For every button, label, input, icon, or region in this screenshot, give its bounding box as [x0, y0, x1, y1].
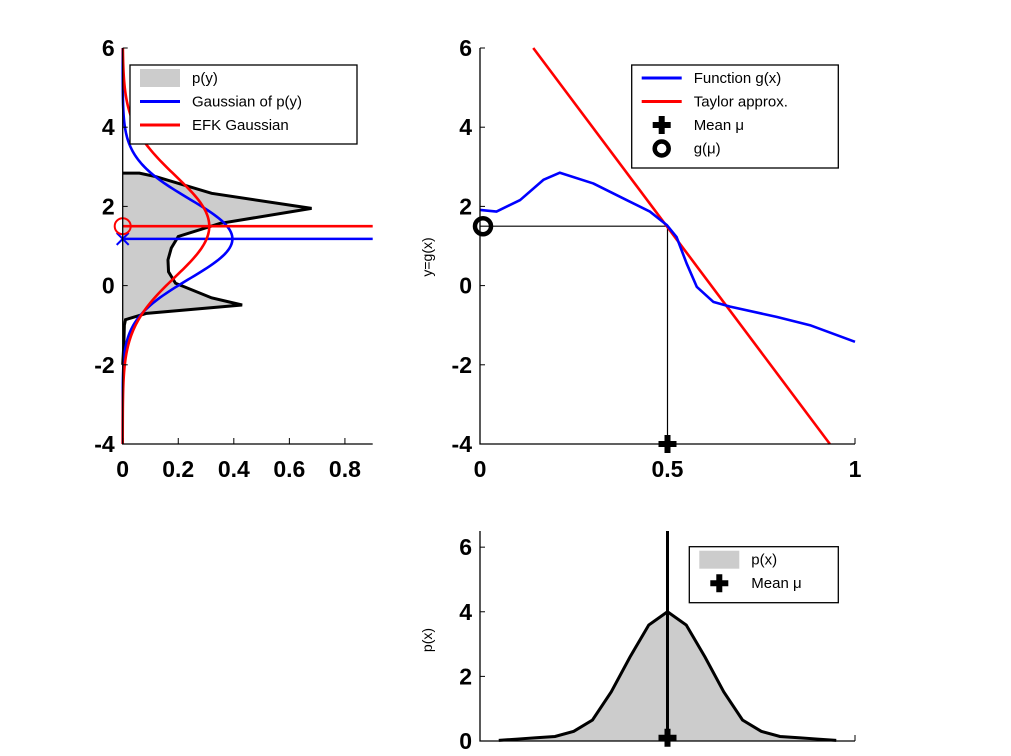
- panel-px-density: 6 4 2 0 p(x) p(x) Mean μ: [419, 531, 856, 754]
- legend-entry: Gaussian of p(y): [192, 94, 302, 111]
- y-tick-label: -2: [452, 352, 472, 378]
- y-tick-label: -4: [452, 431, 473, 457]
- y-tick-label: 4: [459, 599, 472, 625]
- y-tick-label: 6: [459, 35, 472, 61]
- taylor-approx-line: [532, 47, 831, 445]
- y-axis-label: p(x): [419, 628, 435, 652]
- y-tick-label: 0: [459, 728, 472, 754]
- mean-projection-lines: [480, 225, 669, 444]
- g-mu-circle-marker-icon: [472, 215, 494, 237]
- legend-entry: EFK Gaussian: [192, 117, 289, 134]
- legend-swatch-patch: [140, 69, 180, 87]
- x-tick-label: 0.5: [652, 456, 684, 482]
- x-tick-label: 0: [116, 456, 129, 482]
- legend-entry: p(y): [192, 70, 218, 87]
- y-tick-label: -2: [94, 352, 114, 378]
- x-tick-label: 0: [474, 456, 487, 482]
- legend-plus-marker-icon: [652, 116, 671, 134]
- y-tick-label: 4: [459, 114, 472, 140]
- y-tick-label: -4: [94, 431, 115, 457]
- y-axis-label: y=g(x): [419, 237, 435, 276]
- x-tick-label: 1: [849, 456, 862, 482]
- py-outline: [121, 171, 312, 365]
- py-area: [122, 173, 312, 365]
- y-tick-label: 2: [102, 193, 115, 219]
- y-tick-label: 0: [459, 273, 472, 299]
- legend-entry: g(μ): [694, 141, 721, 158]
- legend-circle-marker-icon: [652, 139, 671, 158]
- function-g-curve: [479, 171, 856, 344]
- y-tick-label: 2: [459, 663, 472, 689]
- x-tick-label: 0.4: [218, 456, 250, 482]
- legend-entry: Taylor approx.: [694, 94, 788, 111]
- legend-plus-marker-icon: [710, 574, 729, 593]
- x-tick-label: 0.2: [162, 456, 194, 482]
- y-tick-label: 6: [102, 35, 115, 61]
- legend-entry: Function g(x): [694, 70, 782, 87]
- y-tick-label: 0: [102, 273, 115, 299]
- x-tick-label: 0.8: [329, 456, 361, 482]
- legend-entry: p(x): [751, 552, 777, 569]
- legend-swatch-patch: [699, 550, 740, 569]
- y-tick-label: 6: [459, 534, 472, 560]
- legend-entry: Mean μ: [694, 117, 744, 134]
- x-tick-label: 0.6: [273, 456, 305, 482]
- legend-entry: Mean μ: [751, 575, 801, 592]
- y-tick-label: 2: [459, 193, 472, 219]
- mean-mu-plus-marker-icon: [658, 728, 677, 747]
- y-tick-label: 4: [102, 114, 115, 140]
